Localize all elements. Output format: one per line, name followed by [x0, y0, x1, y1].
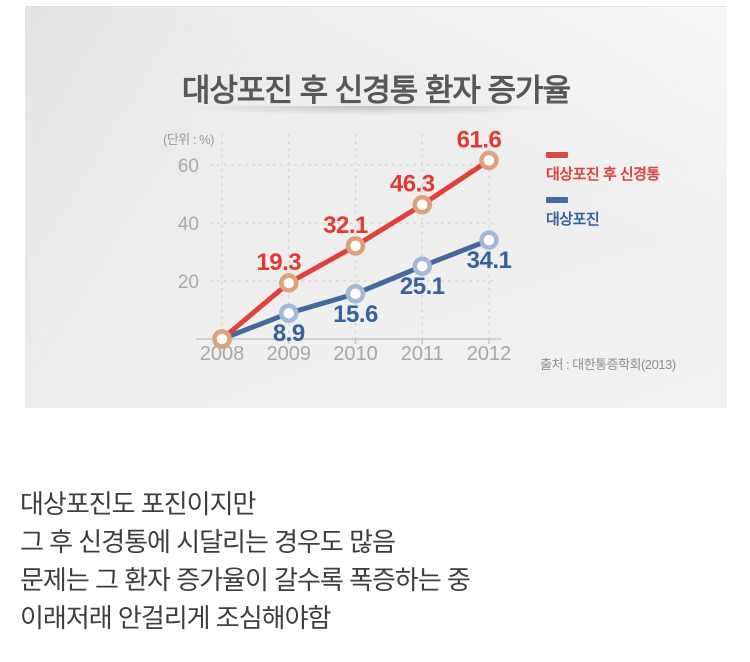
legend-label-shingles: 대상포진: [546, 211, 600, 228]
legend-item-shingles: 대상포진: [546, 197, 660, 229]
data-point-marker: [479, 230, 499, 250]
data-point-label: 46.3: [390, 171, 435, 198]
legend-swatch-blue: [546, 197, 568, 203]
legend-label-neuralgia: 대상포진 후 신경통: [546, 166, 660, 183]
chart-legend: 대상포진 후 신경통 대상포진: [546, 152, 660, 242]
unit-label: (단위 : %): [163, 132, 214, 147]
caption-line-4: 이래저래 안걸리게 조심해야함: [20, 603, 331, 633]
data-point-label: 32.1: [323, 212, 368, 239]
data-point-marker: [279, 303, 299, 323]
data-point-label: 15.6: [333, 301, 378, 328]
caption-line-3: 문제는 그 환자 증가율이 갈수록 폭증하는 중: [20, 565, 471, 595]
chart-x-axis: 2008 2009 2010 2011 2012: [196, 338, 512, 365]
data-point-marker: [345, 236, 366, 256]
data-point-marker: [345, 284, 366, 304]
data-point-label: 25.1: [400, 273, 445, 300]
data-point-label: 19.3: [256, 249, 301, 276]
y-tick-label: 60: [178, 156, 199, 177]
x-tick-label: 2008: [200, 343, 245, 365]
data-point-marker: [479, 150, 499, 171]
caption-line-2: 그 후 신경통에 시달리는 경우도 많음: [20, 527, 396, 557]
source-credit: 출처 : 대한통증학회(2013): [540, 357, 676, 372]
y-tick-label: 20: [178, 272, 199, 293]
data-point-label: 61.6: [457, 126, 502, 153]
data-point-marker: [212, 329, 232, 349]
data-point-marker: [412, 194, 432, 215]
x-tick-label: 2012: [467, 343, 512, 365]
x-tick-label: 2009: [267, 343, 312, 365]
infographic-panel: 대상포진 후 신경통 환자 증가율 20 40 60 2008 2009 2010 2011…: [25, 6, 727, 408]
line-chart: 20 40 60 2008 2009 2010 2011 2012 (단위 : %) 8.9 15.…: [163, 126, 512, 365]
caption-block: 대상포진도 포진이지만 그 후 신경통에 시달리는 경우도 많음 문제는 그 환…: [20, 485, 471, 637]
legend-item-neuralgia: 대상포진 후 신경통: [546, 152, 660, 184]
x-tick-label: 2010: [333, 343, 378, 365]
series-neuralgia: 19.3 32.1 46.3 61.6: [212, 126, 502, 349]
y-tick-label: 40: [178, 214, 199, 235]
series-shingles: 8.9 15.6 25.1 34.1: [212, 230, 512, 349]
data-point-label: 8.9: [273, 320, 305, 347]
data-point-label: 34.1: [467, 247, 512, 274]
legend-swatch-red: [546, 152, 568, 158]
x-tick-label: 2011: [401, 343, 444, 365]
data-point-marker: [412, 256, 432, 276]
title-shadow-divider: [125, 106, 627, 119]
chart-title: 대상포진 후 신경통 환자 증가율: [181, 73, 571, 108]
caption-line-1: 대상포진도 포진이지만: [20, 489, 256, 519]
data-point-marker: [279, 273, 299, 293]
